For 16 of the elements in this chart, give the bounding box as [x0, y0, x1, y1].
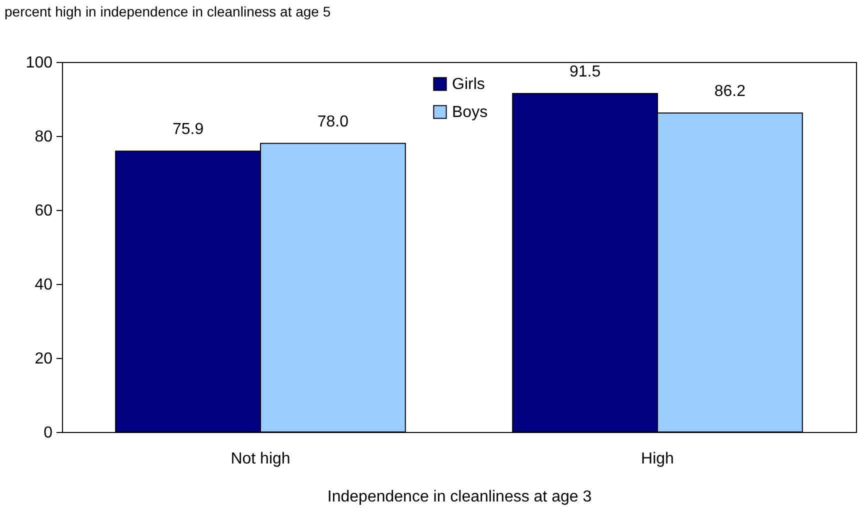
- text: 91.5: [569, 63, 601, 80]
- y-axis-title: percent high in independence in cleanliness at age 5: [4, 4, 331, 20]
- y-tick-label: 0: [44, 424, 53, 442]
- text: 86.2: [714, 83, 746, 100]
- text: 75.9: [172, 121, 204, 138]
- text: 78.0: [317, 113, 349, 130]
- legend-label: Girls: [452, 76, 485, 93]
- x-tick-label: Not high: [230, 450, 290, 468]
- legend-label: Boys: [452, 104, 488, 121]
- y-tick-label: 20: [34, 350, 53, 368]
- y-tick-label: 100: [26, 54, 53, 72]
- x-tick-label: High: [641, 450, 674, 468]
- y-tick-label: 80: [34, 128, 53, 146]
- x-axis-title: Independence in cleanliness at age 3: [327, 488, 592, 506]
- y-tick-label: 60: [34, 202, 53, 220]
- y-tick-label: 40: [34, 276, 53, 294]
